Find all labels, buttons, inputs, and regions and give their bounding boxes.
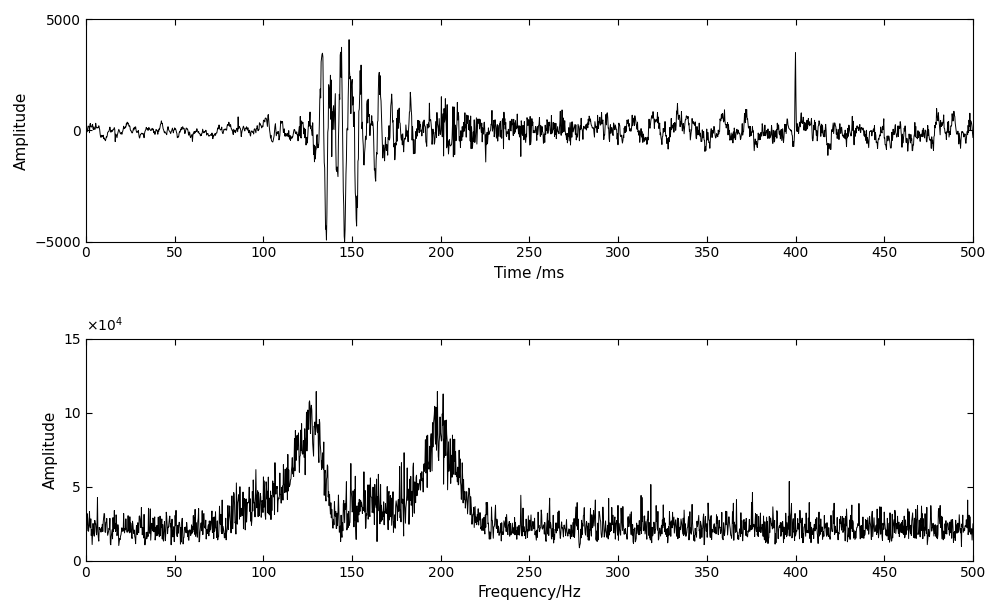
Text: $\times 10^4$: $\times 10^4$ xyxy=(86,316,123,334)
X-axis label: Time /ms: Time /ms xyxy=(494,266,565,281)
X-axis label: Frequency/Hz: Frequency/Hz xyxy=(478,585,581,600)
Y-axis label: Amplitude: Amplitude xyxy=(43,410,58,489)
Y-axis label: Amplitude: Amplitude xyxy=(14,91,29,169)
